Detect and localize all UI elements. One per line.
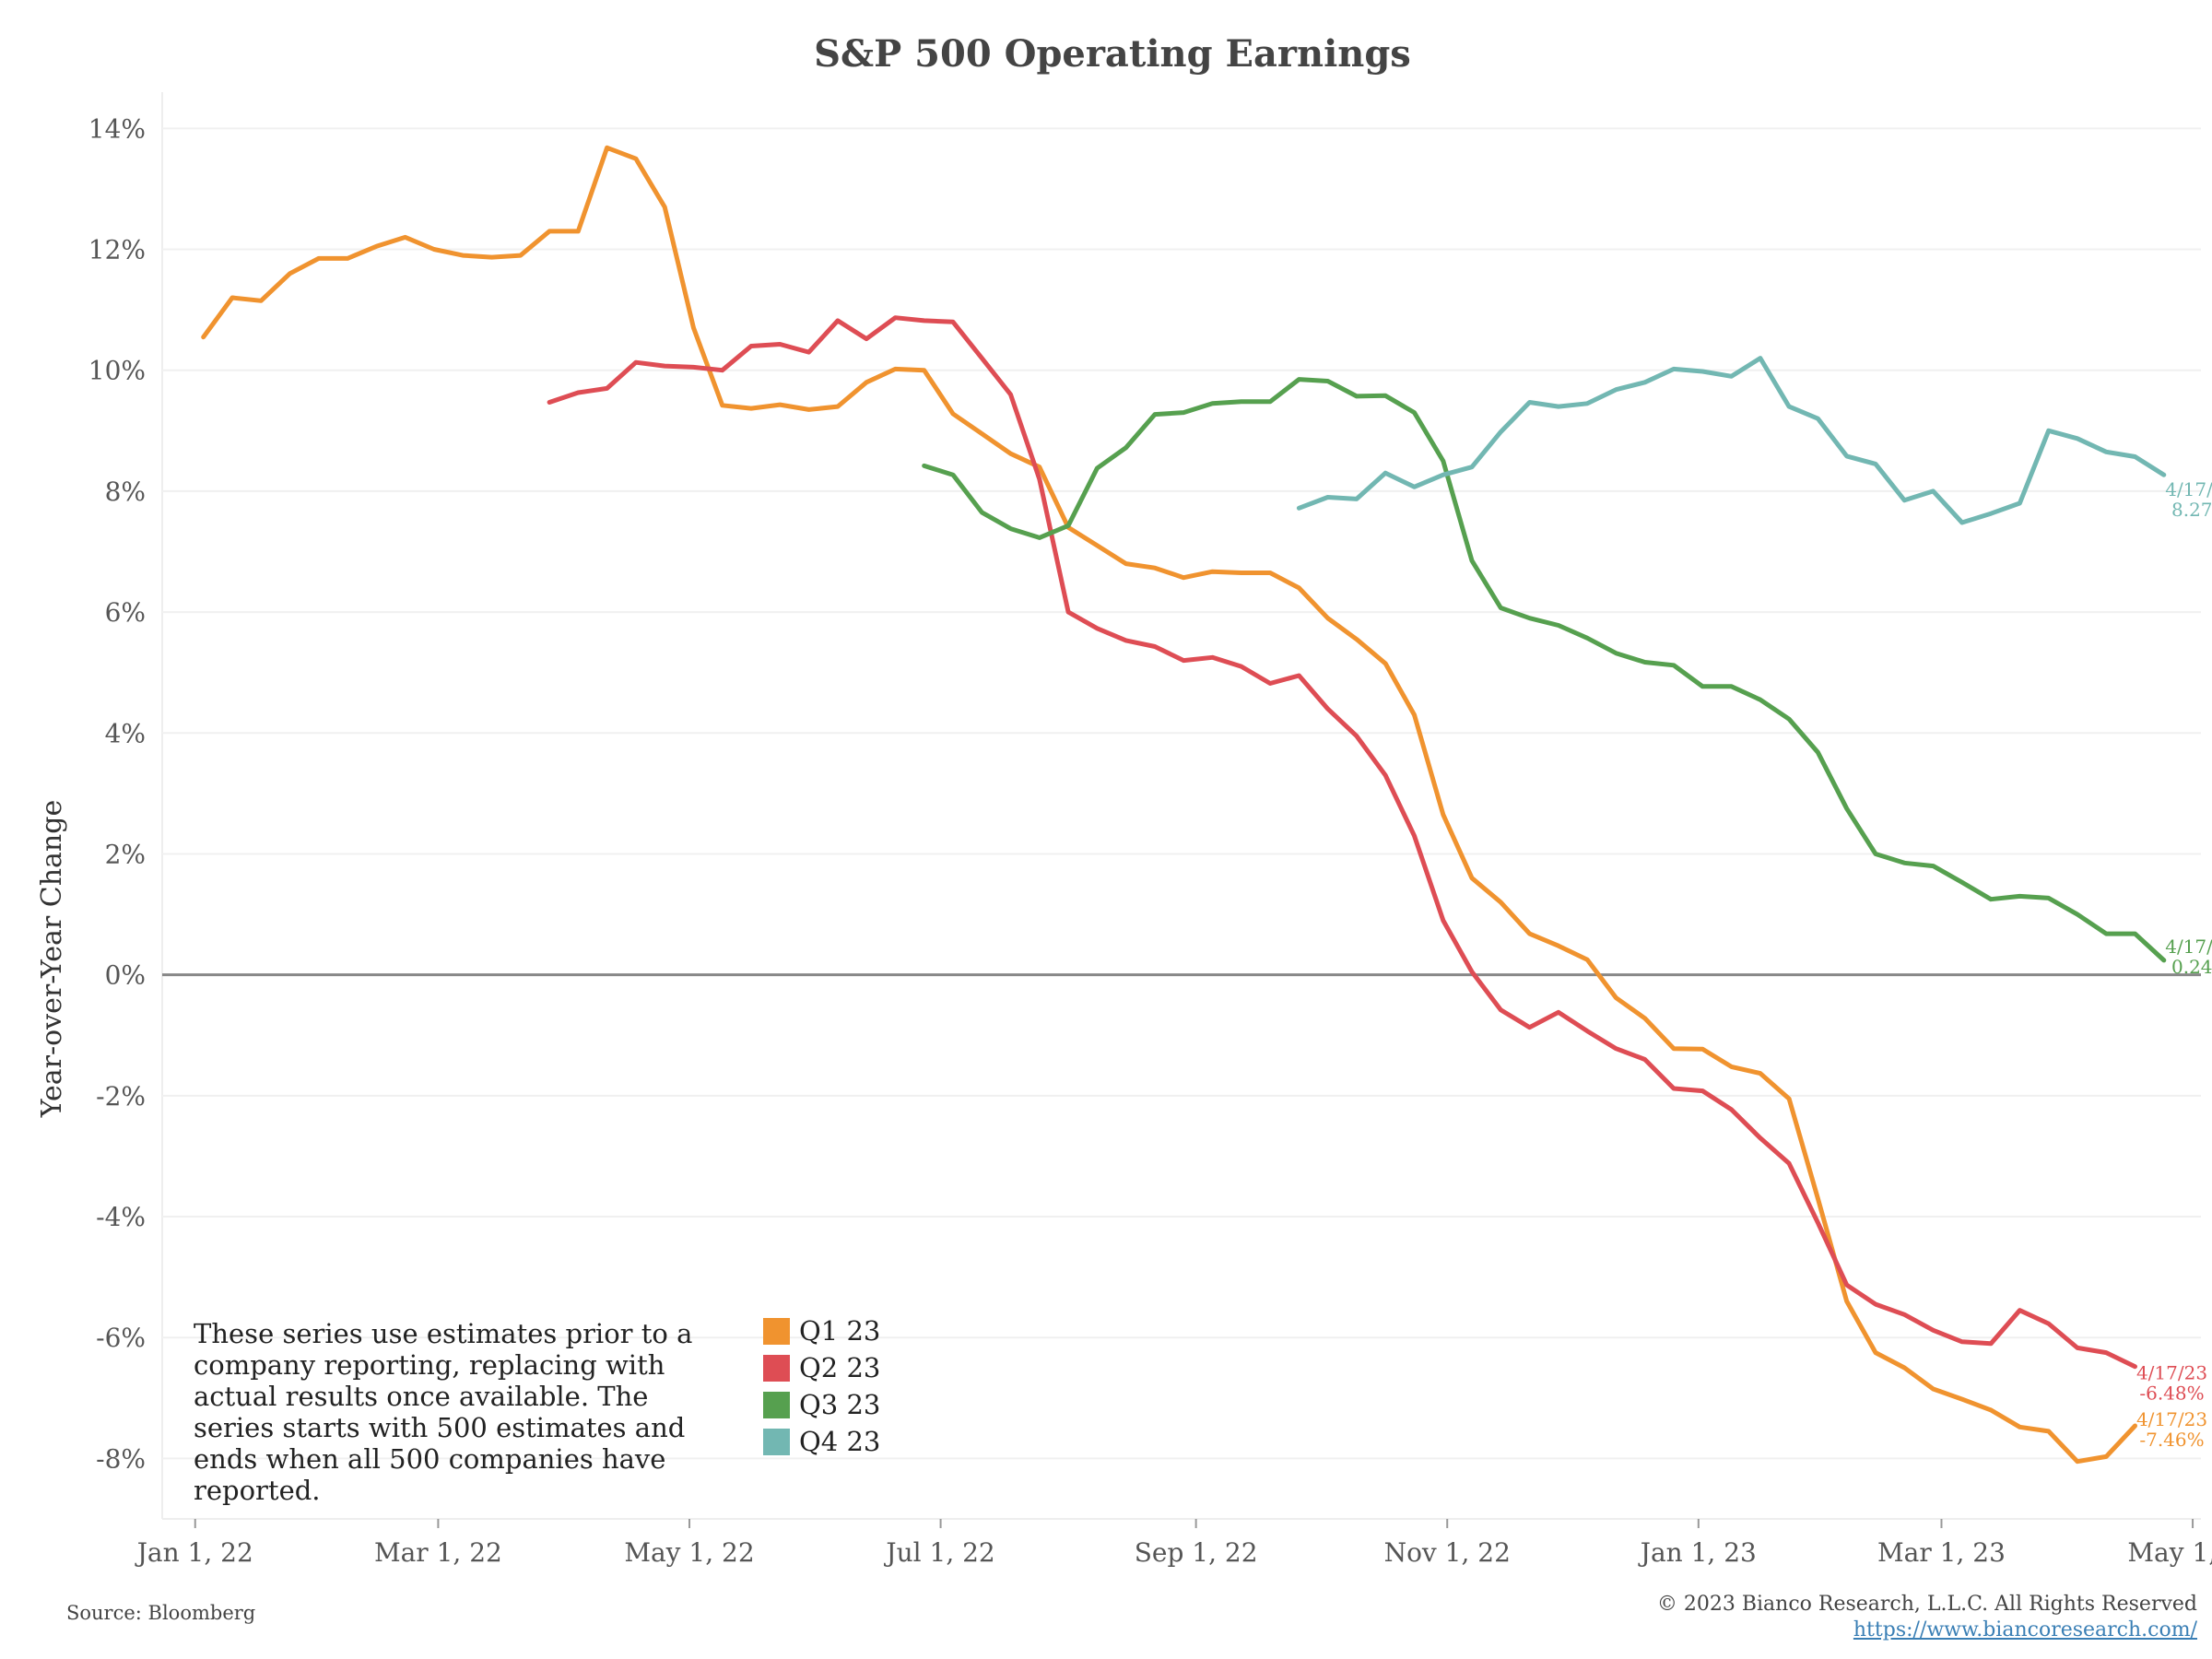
- legend-swatch-q3: [763, 1391, 790, 1418]
- y-axis-ticks: 14% 12% 10% 8% 6% 4% 2% 0% -2% -4% -6% -8%: [88, 113, 146, 1474]
- y-tick-label: 6%: [105, 597, 146, 628]
- legend-swatch-q1: [763, 1317, 790, 1345]
- gridlines: [162, 127, 2201, 1460]
- x-tick-label: Jan 1, 22: [135, 1537, 253, 1568]
- y-tick-label: 10%: [88, 356, 146, 386]
- legend-label-q1: Q1 23: [799, 1315, 881, 1347]
- y-axis-label: Year-over-Year Change: [36, 800, 68, 1118]
- x-tick-label: Jul 1, 22: [883, 1537, 994, 1568]
- chart-title: S&P 500 Operating Earnings: [814, 32, 1411, 76]
- website-link[interactable]: https://www.biancoresearch.com/: [1853, 1618, 2197, 1641]
- end-label-date-q3-23: 4/17/23: [2165, 935, 2212, 958]
- end-labels: 4/17/238.27%4/17/230.24%4/17/23-6.48%4/1…: [2136, 478, 2212, 1451]
- y-tick-label: 12%: [88, 235, 146, 265]
- end-label-value-q1-23: -7.46%: [2139, 1429, 2204, 1451]
- end-label-date-q1-23: 4/17/23: [2136, 1408, 2207, 1430]
- x-tick-label: Sep 1, 22: [1135, 1537, 1258, 1568]
- source-note: Source: Bloomberg: [66, 1602, 256, 1624]
- legend-item-q4: Q4 23: [763, 1423, 880, 1460]
- copyright-note: © 2023 Bianco Research, L.L.C. All Right…: [1656, 1593, 2197, 1616]
- y-tick-label: 4%: [105, 718, 146, 748]
- end-label-value-q2-23: -6.48%: [2139, 1382, 2204, 1405]
- legend: Q1 23 Q2 23 Q3 23 Q4 23: [763, 1312, 880, 1460]
- legend-item-q3: Q3 23: [763, 1386, 880, 1423]
- y-tick-label: 0%: [105, 960, 146, 991]
- series-lines: [201, 145, 2167, 1465]
- end-label-value-q4-23: 8.27%: [2171, 499, 2212, 521]
- series-line-q4-23: [1296, 356, 2167, 525]
- series-line-q1-23: [201, 145, 2137, 1465]
- end-label-value-q3-23: 0.24%: [2171, 956, 2212, 978]
- y-tick-label: -8%: [96, 1443, 146, 1474]
- legend-label-q3: Q3 23: [799, 1389, 881, 1420]
- y-tick-label: 8%: [105, 477, 146, 507]
- x-axis-ticks: Jan 1, 22 Mar 1, 22 May 1, 22 Jul 1, 22 Sep …: [135, 1519, 2212, 1568]
- legend-label-q2: Q2 23: [799, 1352, 881, 1383]
- legend-item-q2: Q2 23: [763, 1349, 880, 1386]
- x-tick-label: Mar 1, 23: [1877, 1537, 2006, 1568]
- series-line-q2-23: [547, 315, 2137, 1370]
- y-tick-label: -2%: [96, 1081, 146, 1112]
- legend-swatch-q2: [763, 1354, 790, 1382]
- x-tick-label: Jan 1, 23: [1638, 1537, 1757, 1568]
- x-tick-label: Nov 1, 22: [1384, 1537, 1511, 1568]
- legend-swatch-q4: [763, 1428, 790, 1455]
- end-label-date-q4-23: 4/17/23: [2165, 478, 2212, 500]
- series-line-q3-23: [922, 377, 2167, 963]
- x-tick-label: Mar 1, 22: [374, 1537, 502, 1568]
- y-tick-label: -6%: [96, 1323, 146, 1353]
- legend-label-q4: Q4 23: [799, 1426, 881, 1457]
- y-tick-label: -4%: [96, 1202, 146, 1232]
- x-tick-label: May 1, 23: [2127, 1537, 2212, 1568]
- legend-item-q1: Q1 23: [763, 1312, 880, 1349]
- annotation-note: These series use estimates prior to a co…: [194, 1318, 693, 1506]
- y-tick-label: 2%: [105, 839, 146, 869]
- y-tick-label: 14%: [88, 113, 146, 144]
- end-label-date-q2-23: 4/17/23: [2136, 1362, 2207, 1384]
- x-tick-label: May 1, 22: [624, 1537, 754, 1568]
